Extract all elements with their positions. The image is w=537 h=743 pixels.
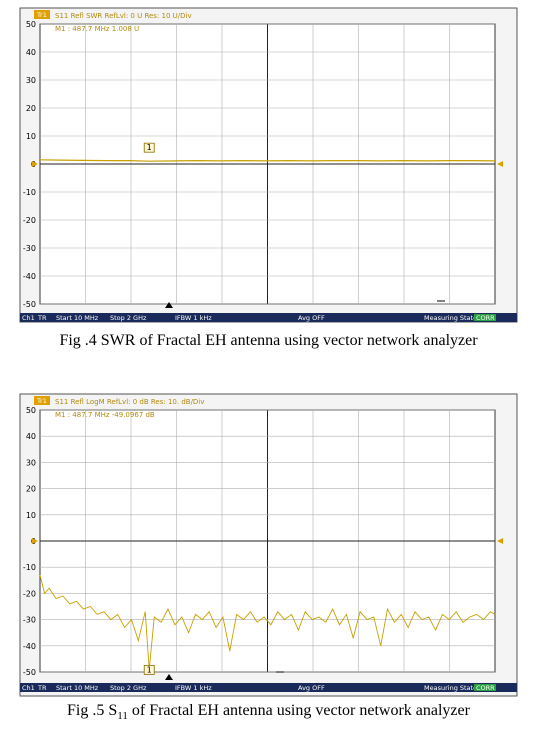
y-tick-label: 20 [26, 485, 36, 494]
y-tick-label: 40 [26, 432, 36, 441]
y-tick-label: -20 [23, 589, 36, 598]
status-bar-bg [20, 683, 517, 692]
grid [40, 23, 495, 305]
y-tick-label: 10 [26, 132, 36, 141]
s11-chart: 50403020100-10-20-30-40-50 Tr1 S11 Refl … [19, 393, 518, 697]
y-tick-label: 30 [26, 458, 36, 467]
y-tick-label: -40 [23, 642, 36, 651]
status-avg: Avg OFF [298, 684, 325, 692]
swr-chart: 50403020100-10-20-30-40-50 Tr1 S11 Refl … [19, 7, 518, 323]
y-tick-label: -50 [23, 668, 36, 677]
marker-box [143, 142, 155, 153]
status-ifbw: IFBW 1 kHz [175, 684, 212, 692]
y-tick-label: -20 [23, 216, 36, 225]
y-tick-label: 20 [26, 104, 36, 113]
corr-badge [474, 684, 496, 691]
status-bar-bg [20, 313, 517, 322]
trace-badge-label: Tr1 [36, 11, 47, 19]
marker-readout: M1 : 487.7 MHz 1.008 U [55, 25, 139, 33]
y-tick-label: 40 [26, 48, 36, 57]
marker-label: 1 [147, 143, 152, 152]
trace-header: S11 Refl SWR RefLvl: 0 U Res: 10 U/Div [55, 12, 192, 20]
ref-level-right-icon [497, 161, 503, 167]
marker-label: 1 [147, 665, 152, 674]
corr-badge [474, 314, 496, 321]
figure-caption: Fig .5 S11 of Fractal EH antenna using v… [0, 702, 537, 722]
status-ifbw: IFBW 1 kHz [175, 314, 212, 322]
ref-level-right-icon [497, 538, 503, 544]
status-ch: Ch1 [22, 314, 35, 322]
y-tick-label: 50 [26, 20, 36, 29]
y-tick-label: -50 [23, 300, 36, 309]
trace-badge [34, 10, 50, 19]
status-start: Start 10 MHz [56, 314, 99, 322]
status-bar: Ch1 TR Start 10 MHz Stop 2 GHz IFBW 1 kHz Avg… [20, 683, 517, 692]
status-start: Start 10 MHz [56, 684, 99, 692]
y-tick-label: -10 [23, 188, 36, 197]
status-bar: Ch1 TR Start 10 MHz Stop 2 GHz IFBW 1 kHz Avg… [20, 313, 517, 322]
status-state: Measuring State [424, 314, 477, 322]
trace-header: S11 Refl LogM RefLvl: 0 dB Res: 10. dB/D… [55, 398, 204, 406]
caption-main: Fig .5 S [67, 702, 118, 719]
trace-badge-label: Tr1 [36, 397, 47, 405]
marker-position-icon [165, 302, 173, 308]
caption-rest: of Fractal EH antenna using vector netwo… [127, 702, 470, 719]
y-tick-label: -30 [23, 616, 36, 625]
marker-1: 1 [143, 142, 155, 153]
figure-s11: 50403020100-10-20-30-40-50 Tr1 S11 Refl … [0, 390, 537, 743]
y-tick-label: 50 [26, 406, 36, 415]
marker-box [143, 664, 155, 675]
marker-1: 1 [143, 664, 155, 675]
status-ch: Ch1 [22, 684, 35, 692]
status-state: Measuring State [424, 684, 477, 692]
y-tick-labels: 50403020100-10-20-30-40-50 [23, 406, 36, 677]
status-tr: TR [37, 684, 47, 692]
y-tick-label: -30 [23, 244, 36, 253]
status-stop: Stop 2 GHz [110, 314, 147, 322]
figure-swr: 50403020100-10-20-30-40-50 Tr1 S11 Refl … [0, 0, 537, 370]
trace-badge [34, 396, 50, 405]
y-tick-label: -40 [23, 272, 36, 281]
marker-position-icon [165, 674, 173, 680]
status-corr: CORR [476, 684, 495, 692]
y-tick-label: 30 [26, 76, 36, 85]
grid [40, 409, 495, 673]
ref-level-left-icon [32, 538, 38, 544]
ref-level-left-icon [32, 161, 38, 167]
figure-caption: Fig .4 SWR of Fractal EH antenna using v… [59, 332, 478, 349]
s11-trace [39, 574, 496, 670]
caption-subscript: 11 [117, 710, 128, 723]
swr-trace [39, 159, 496, 162]
y-tick-label: 10 [26, 511, 36, 520]
marker-readout: M1 : 487.7 MHz -49.0967 dB [55, 411, 155, 419]
status-corr: CORR [476, 314, 495, 322]
y-tick-label: -10 [23, 563, 36, 572]
status-avg: Avg OFF [298, 314, 325, 322]
status-stop: Stop 2 GHz [110, 684, 147, 692]
status-tr: TR [37, 314, 47, 322]
